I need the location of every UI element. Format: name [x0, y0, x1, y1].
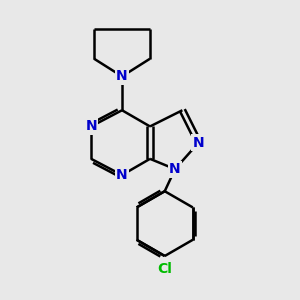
Text: N: N	[116, 69, 128, 83]
Text: N: N	[169, 162, 181, 176]
Text: N: N	[193, 136, 204, 150]
Text: N: N	[85, 119, 97, 134]
Text: Cl: Cl	[157, 262, 172, 276]
Text: N: N	[116, 168, 128, 182]
